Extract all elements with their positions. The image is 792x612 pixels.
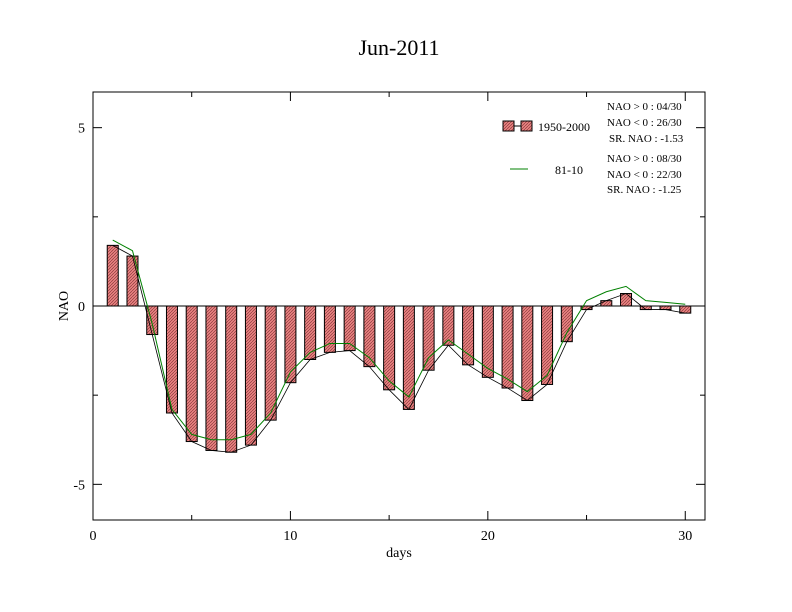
bar <box>284 305 297 384</box>
bar <box>620 293 633 307</box>
legend-line-stat-sr: SR. NAO : -1.25 <box>607 184 682 196</box>
bar <box>106 244 119 307</box>
x-tick-label: 0 <box>90 529 97 544</box>
bar <box>659 305 672 311</box>
plot-area <box>93 239 705 453</box>
y-tick-label: 5 <box>78 122 85 137</box>
bar <box>600 300 613 307</box>
bar <box>521 305 534 402</box>
legend-bar-swatch-right <box>520 120 533 132</box>
x-tick-label: 30 <box>678 529 692 544</box>
legend-bar-stat-sr: SR. NAO : -1.53 <box>609 133 684 145</box>
y-tick-label: 0 <box>78 300 85 315</box>
legend-line-label: 81-10 <box>555 163 583 177</box>
bar <box>304 305 317 360</box>
y-axis-label: NAO <box>57 291 72 321</box>
bar <box>244 305 257 446</box>
series-line-81-10 <box>112 239 686 441</box>
legend-bar-stat-negative: NAO < 0 : 26/30 <box>607 117 682 129</box>
x-tick-label: 10 <box>283 529 297 544</box>
bar <box>225 305 238 453</box>
bar <box>481 305 494 378</box>
axes: 0 10 20 30 -5 0 5 <box>73 92 705 544</box>
bar <box>541 305 554 385</box>
bar <box>264 305 277 421</box>
legend: 1950-2000 NAO > 0 : 04/30 NAO < 0 : 26/3… <box>502 101 684 196</box>
bar <box>462 305 475 366</box>
bar <box>422 305 435 371</box>
bar <box>205 305 218 451</box>
x-axis-label: days <box>386 546 412 561</box>
bar <box>383 305 396 391</box>
legend-bar-stat-positive: NAO > 0 : 04/30 <box>607 101 682 113</box>
chart-title: Jun-2011 <box>358 35 439 60</box>
legend-line-stat-positive: NAO > 0 : 08/30 <box>607 153 682 165</box>
series-line-black <box>112 245 686 453</box>
bar <box>185 305 198 443</box>
legend-line-stat-negative: NAO < 0 : 22/30 <box>607 169 682 181</box>
bar <box>501 305 514 389</box>
legend-bar-swatch-left <box>502 120 515 132</box>
x-tick-label: 20 <box>481 529 495 544</box>
bar <box>560 305 573 343</box>
legend-bar-label: 1950-2000 <box>538 120 590 134</box>
y-tick-label: -5 <box>73 478 85 493</box>
